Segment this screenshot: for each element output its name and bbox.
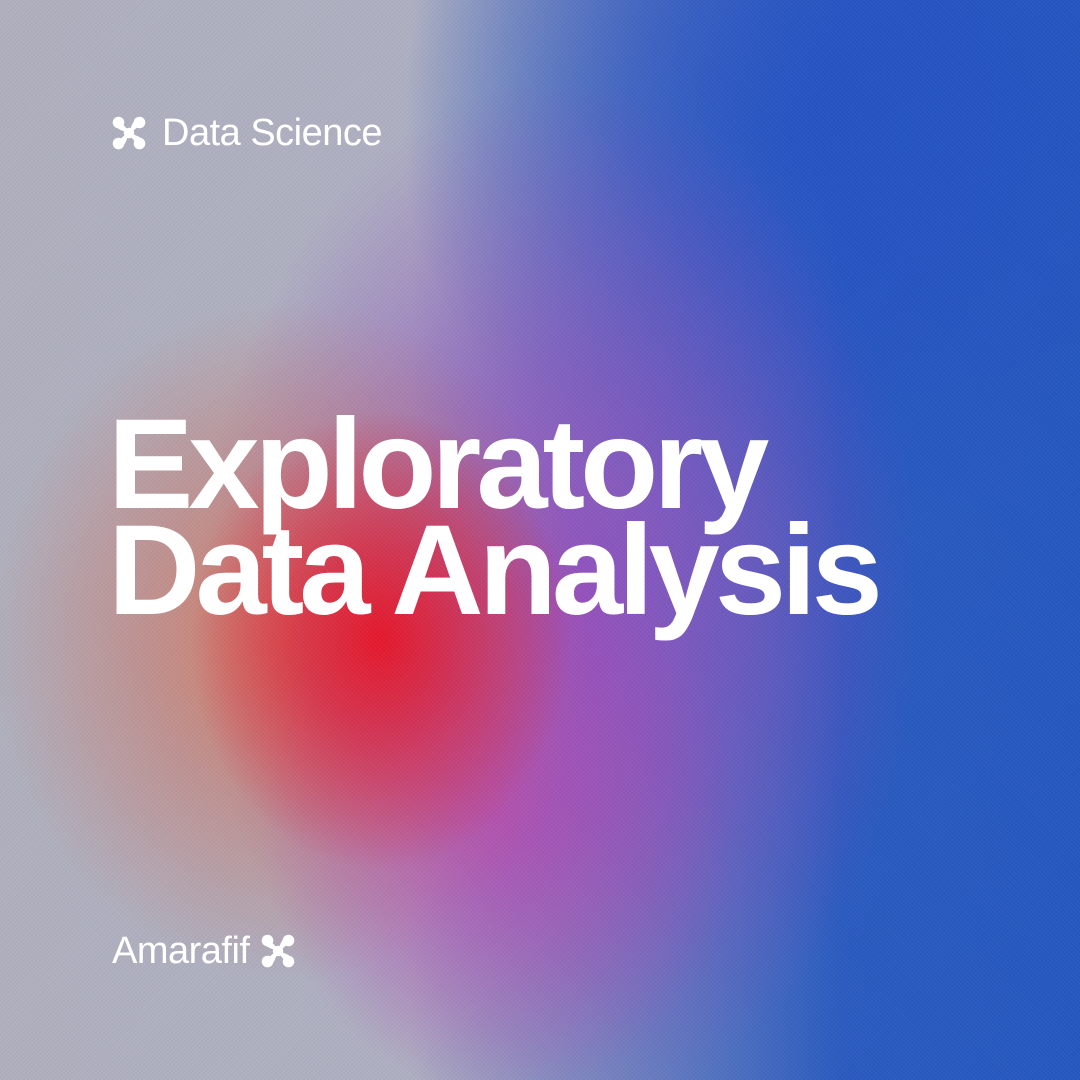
- brand-signature: Amarafif: [112, 928, 299, 974]
- category-tag: Data Science: [108, 110, 383, 156]
- headline: Exploratory Data Analysis: [108, 393, 1048, 642]
- headline-line-2: Data Analysis: [108, 499, 883, 642]
- clover-icon: [257, 930, 299, 972]
- brand-name: Amarafif: [112, 930, 250, 972]
- headline-line-1: Exploratory: [108, 393, 769, 536]
- clover-icon: [108, 112, 150, 154]
- category-label: Data Science: [162, 112, 383, 154]
